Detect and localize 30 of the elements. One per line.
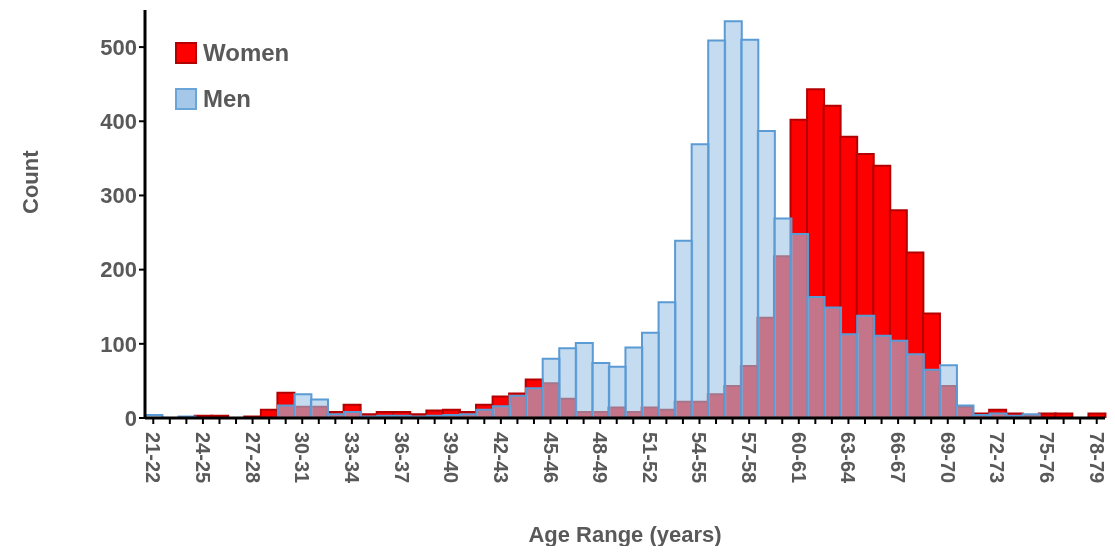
x-tick-label: 48-49 bbox=[589, 432, 612, 484]
x-tick-label: 63-64 bbox=[837, 432, 860, 485]
y-axis-title: Count bbox=[17, 149, 43, 214]
x-tick-label: 69-70 bbox=[936, 432, 959, 484]
x-tick-label: 39-40 bbox=[440, 432, 463, 484]
legend-label: Women bbox=[203, 39, 290, 67]
y-tick-label: 400 bbox=[100, 109, 137, 135]
x-tick-label: 75-76 bbox=[1036, 432, 1059, 484]
x-tick-label: 21-22 bbox=[142, 432, 165, 484]
y-tick-label: 0 bbox=[124, 405, 137, 431]
x-tick-label: 42-43 bbox=[489, 432, 512, 484]
x-tick-label: 36-37 bbox=[390, 432, 413, 484]
x-tick-label: 24-25 bbox=[191, 432, 214, 484]
y-tick-label: 500 bbox=[100, 34, 137, 60]
x-tick-label: 51-52 bbox=[638, 432, 661, 484]
x-tick-label: 45-46 bbox=[539, 432, 562, 484]
x-axis-title: Age Range (years) bbox=[528, 522, 722, 547]
y-tick-label: 300 bbox=[100, 183, 137, 209]
x-tick-label: 72-73 bbox=[986, 432, 1009, 484]
y-tick-label: 200 bbox=[100, 257, 137, 283]
x-tick-label: 78-79 bbox=[1085, 432, 1108, 484]
legend-label: Men bbox=[203, 85, 251, 113]
y-tick-label: 100 bbox=[100, 331, 137, 357]
x-tick-label: 66-67 bbox=[887, 432, 910, 484]
x-tick-label: 27-28 bbox=[241, 432, 264, 484]
x-tick-label: 30-31 bbox=[291, 432, 314, 484]
x-tick-label: 33-34 bbox=[340, 432, 363, 485]
x-tick-label: 54-55 bbox=[688, 432, 711, 484]
x-tick-label: 60-61 bbox=[787, 432, 810, 484]
x-tick-label: 57-58 bbox=[738, 432, 761, 484]
